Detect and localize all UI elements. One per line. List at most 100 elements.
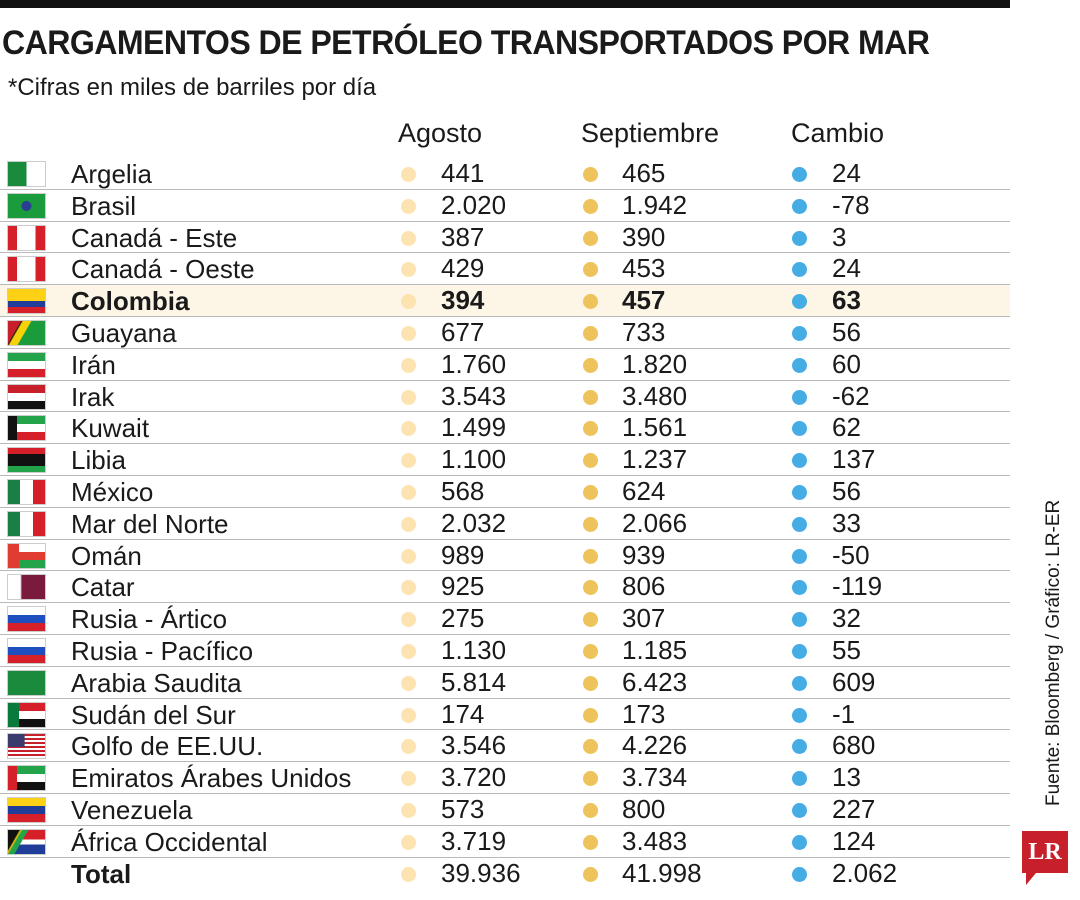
septiembre-value: 624 (622, 475, 666, 506)
septiembre-value: 733 (622, 316, 666, 347)
cambio-dot (792, 516, 807, 532)
septiembre-dot (583, 834, 598, 850)
agosto-dot (401, 707, 416, 723)
septiembre-dot (583, 484, 598, 500)
chart-subtitle: *Cifras en miles de barriles por día (8, 74, 377, 101)
cambio-dot (792, 643, 807, 659)
row-label: África Occidental (71, 826, 268, 857)
septiembre-value: 6.423 (622, 666, 688, 697)
agosto-dot (401, 516, 416, 532)
agosto-value: 275 (441, 603, 485, 634)
agosto-value: 5.814 (441, 666, 507, 697)
cambio-value: -78 (832, 189, 870, 220)
septiembre-value: 806 (622, 571, 666, 602)
flag-ru-icon (7, 606, 46, 633)
table-row: Arabia Saudita 5.814 6.423 609 (0, 667, 1010, 699)
cambio-dot (792, 484, 807, 500)
septiembre-value: 307 (622, 603, 666, 634)
flag-co-icon (7, 288, 46, 315)
septiembre-value: 3.483 (622, 825, 688, 856)
top-rule (0, 0, 1010, 8)
agosto-dot (401, 167, 416, 182)
cambio-dot (792, 548, 807, 564)
table-row: Colombia 394 457 63 (0, 285, 1010, 317)
table-row: Argelia 441 465 24 (0, 158, 1010, 190)
column-header-agosto: Agosto (398, 118, 483, 148)
cambio-dot (792, 262, 807, 278)
row-label: Golfo de EE.UU. (71, 731, 264, 762)
agosto-value: 3.720 (441, 762, 507, 793)
cambio-dot (792, 198, 807, 214)
lr-logo: LR (1022, 831, 1068, 885)
agosto-dot (401, 643, 416, 659)
septiembre-dot (583, 612, 598, 628)
row-label: México (71, 476, 154, 507)
agosto-value: 3.719 (441, 825, 507, 856)
cambio-value: 609 (832, 666, 876, 697)
flag-ru-icon (7, 637, 46, 664)
row-label: Rusia - Ártico (71, 604, 228, 635)
agosto-value: 925 (441, 571, 485, 602)
agosto-value: 2.032 (441, 507, 507, 538)
cambio-value: -62 (832, 380, 870, 411)
cambio-dot (792, 802, 807, 818)
cambio-value: 227 (832, 793, 876, 824)
agosto-dot (401, 357, 416, 373)
table-row: Rusia - Ártico 275 307 32 (0, 603, 1010, 635)
row-label: Omán (71, 540, 142, 571)
septiembre-value: 465 (622, 158, 666, 188)
row-label: Arabia Saudita (71, 667, 242, 698)
row-label: Kuwait (71, 413, 150, 444)
agosto-value: 989 (441, 539, 485, 570)
septiembre-value: 1.185 (622, 634, 688, 665)
table-row: Canadá - Oeste 429 453 24 (0, 253, 1010, 286)
agosto-value: 1.499 (441, 412, 507, 443)
flag-ly-icon (7, 447, 46, 474)
cambio-value: -119 (832, 571, 883, 602)
flag-ca-icon (7, 256, 46, 283)
agosto-value: 568 (441, 475, 485, 506)
septiembre-value: 1.820 (622, 348, 688, 379)
cambio-dot (792, 866, 807, 882)
agosto-dot (401, 834, 416, 850)
agosto-dot (401, 548, 416, 564)
agosto-dot (401, 198, 416, 214)
cambio-value: 24 (832, 158, 861, 188)
agosto-dot (401, 453, 416, 469)
septiembre-value: 173 (622, 698, 666, 729)
septiembre-value: 457 (622, 285, 666, 316)
table-row: Omán 989 939 -50 (0, 540, 1010, 572)
septiembre-dot (583, 516, 598, 532)
row-label: Total (71, 858, 132, 889)
table-row: Sudán del Sur 174 173 -1 (0, 699, 1010, 731)
table-row: Guayana 677 733 56 (0, 317, 1010, 349)
septiembre-value: 939 (622, 539, 666, 570)
cambio-dot (792, 453, 807, 469)
column-header-cambio: Cambio (791, 118, 885, 148)
cambio-dot (792, 421, 807, 437)
septiembre-dot (583, 325, 598, 341)
agosto-value: 387 (441, 221, 485, 252)
agosto-dot (401, 294, 416, 310)
septiembre-dot (583, 198, 598, 214)
septiembre-value: 3.480 (622, 380, 688, 411)
table-row: Brasil 2.020 1.942 -78 (0, 190, 1010, 222)
agosto-dot (401, 389, 416, 405)
flag-ae-icon (7, 765, 46, 792)
agosto-value: 1.100 (441, 444, 507, 475)
septiembre-dot (583, 294, 598, 310)
agosto-value: 3.546 (441, 730, 507, 761)
cambio-value: 24 (832, 253, 861, 284)
table-row: Kuwait 1.499 1.561 62 (0, 412, 1010, 445)
row-label: Irán (71, 349, 116, 380)
row-label: Sudán del Sur (71, 699, 236, 730)
cambio-value: 55 (832, 634, 861, 665)
data-table: Argelia 441 465 24 Brasil 2.020 1.942 -78 Canadá… (0, 158, 1010, 889)
flag-dz-icon (7, 161, 46, 187)
agosto-dot (401, 771, 416, 787)
row-label: Guayana (71, 317, 177, 348)
cambio-dot (792, 357, 807, 373)
septiembre-dot (583, 739, 598, 755)
row-label: Argelia (71, 159, 152, 189)
cambio-dot (792, 707, 807, 723)
